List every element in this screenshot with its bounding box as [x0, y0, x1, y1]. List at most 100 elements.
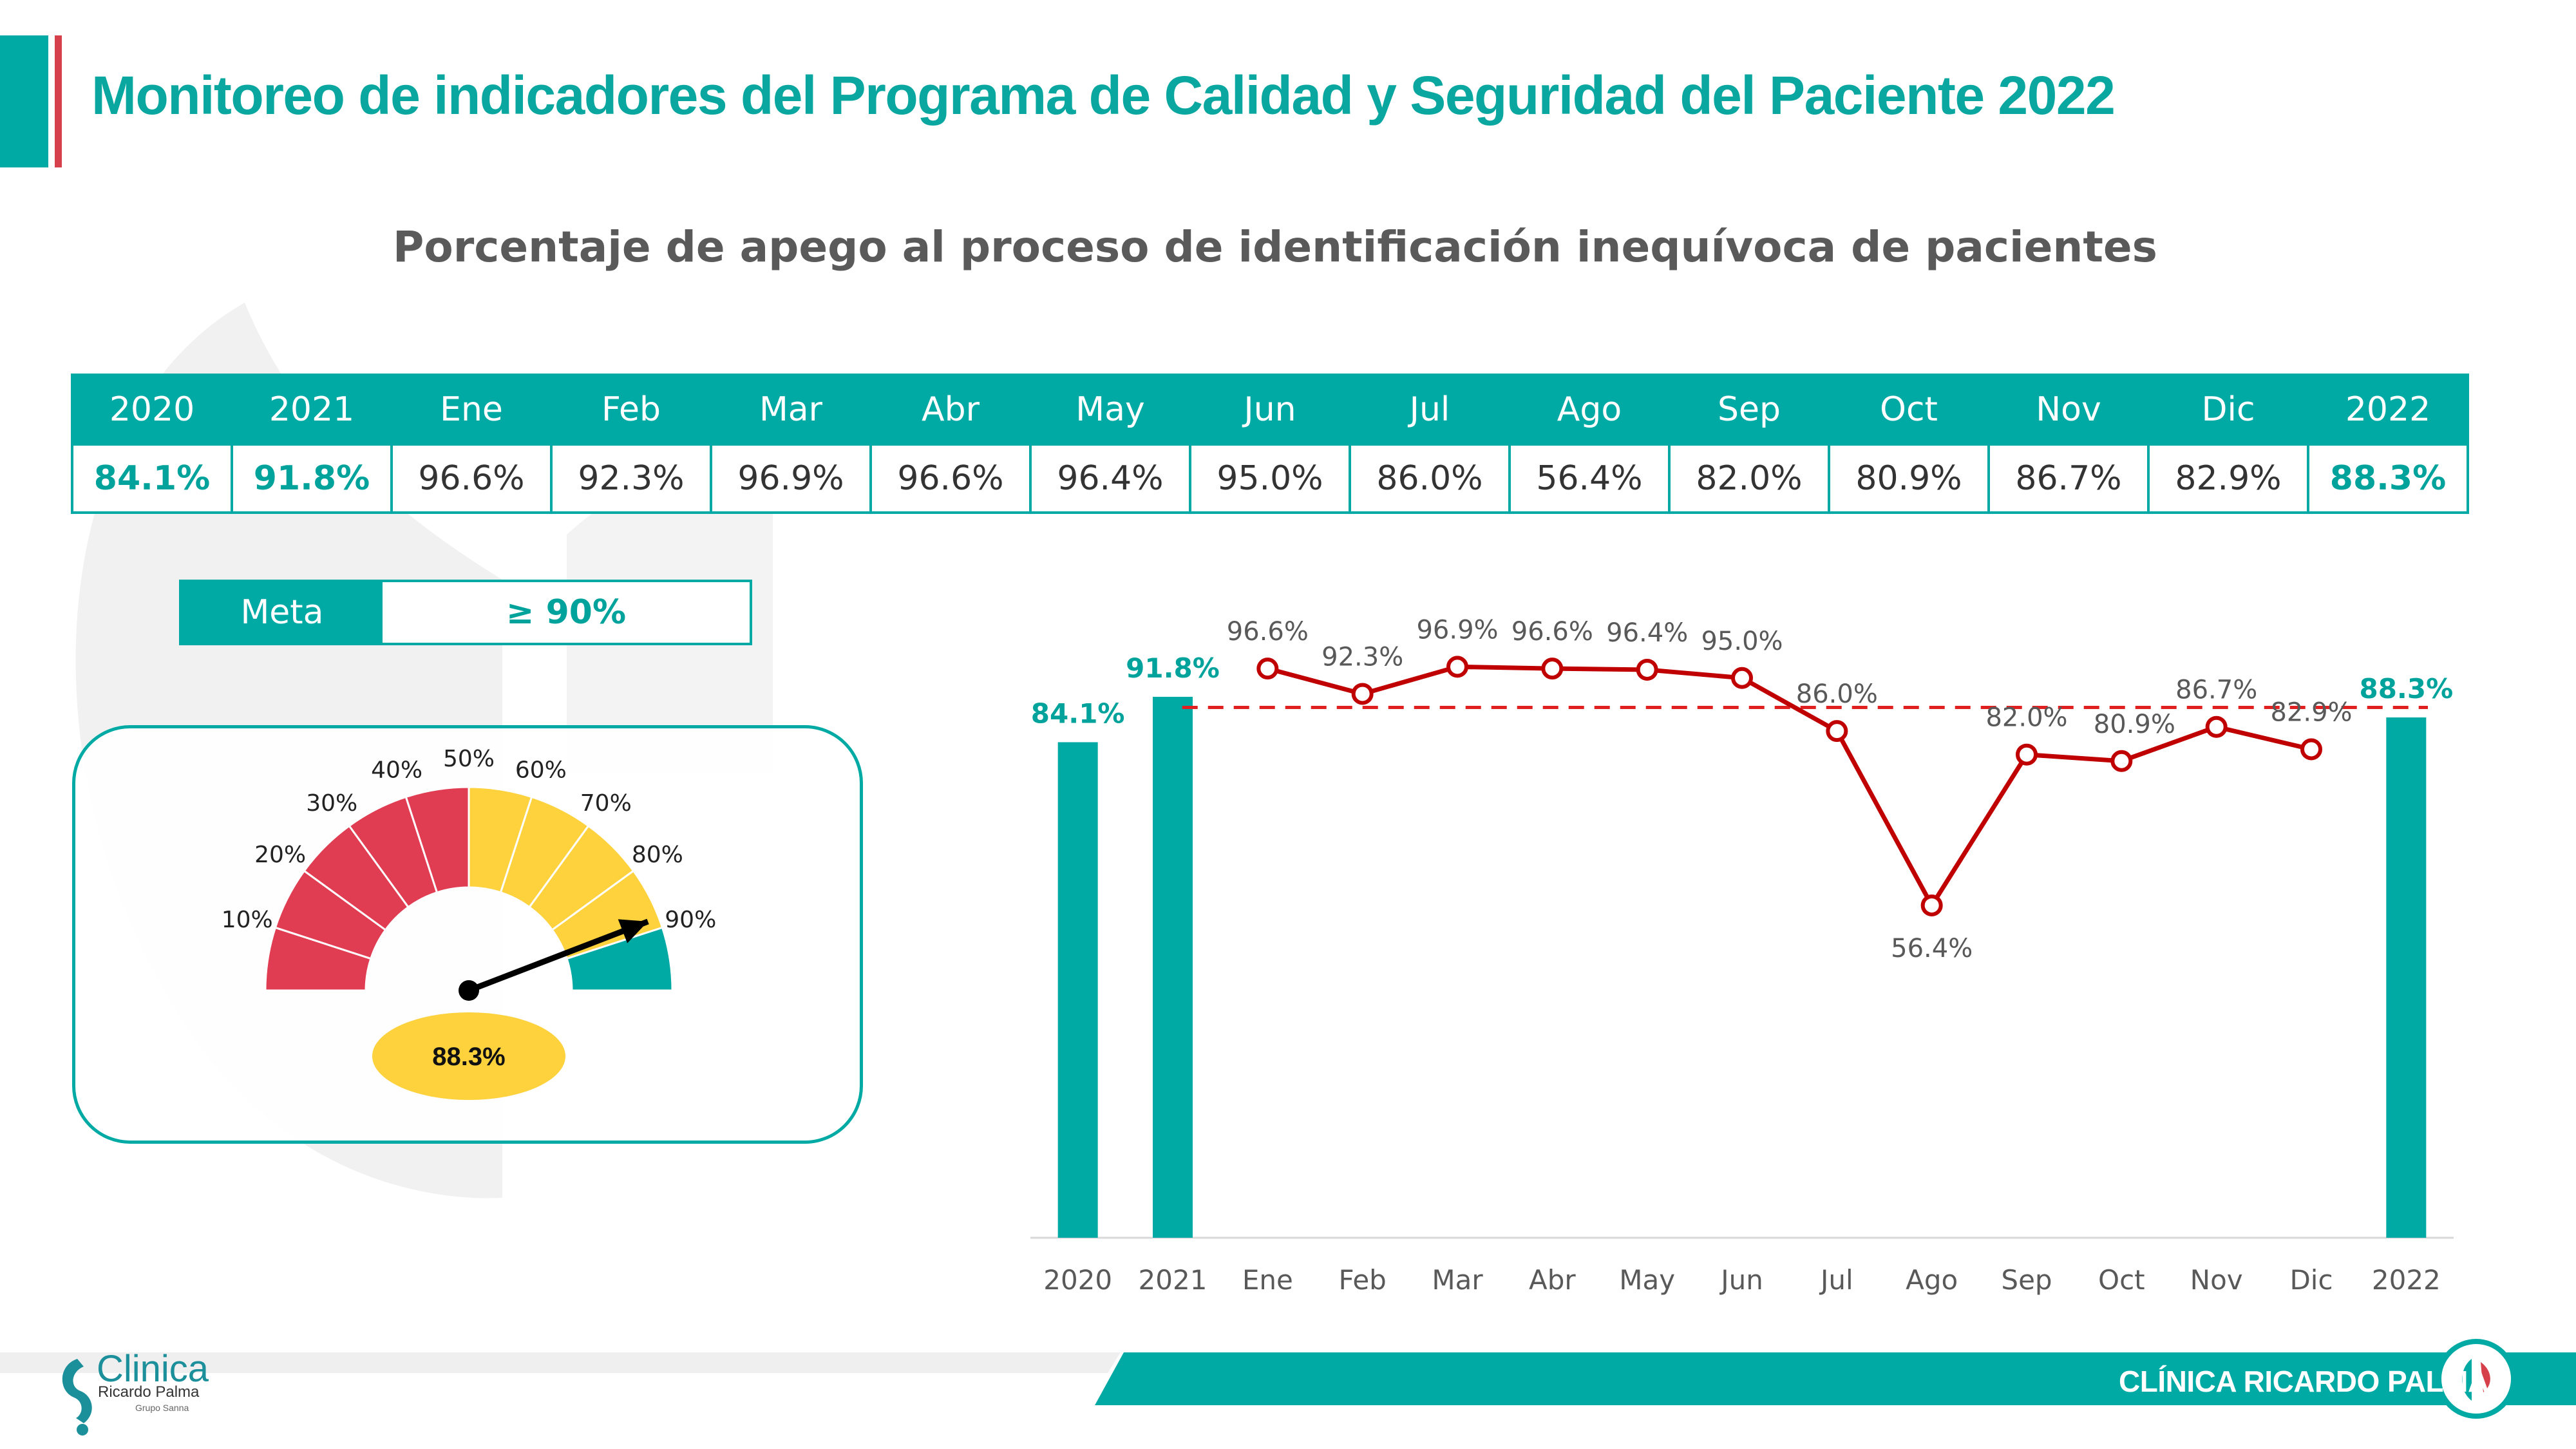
- gauge-tick-label: 50%: [443, 746, 495, 772]
- x-tick-label: Oct: [2098, 1264, 2145, 1296]
- table-value-cell: 96.9%: [710, 444, 872, 514]
- line-point: [1541, 658, 1564, 680]
- table-value-cell: 96.6%: [869, 444, 1032, 514]
- line-point: [2110, 750, 2133, 772]
- trend-chart: 84.1%91.8% 88.3% 96.6% 92.3% 96.9% 96.6% 96.4%…: [1030, 615, 2454, 1296]
- table-header-cell: Nov: [1987, 374, 2150, 446]
- summary-header-row: 2020 2021 Ene Feb Mar Abr May Jun Jul Ago Sep Oct No…: [71, 374, 2469, 446]
- table-header-cell: Sep: [1668, 374, 1830, 446]
- summary-table: 2020 2021 Ene Feb Mar Abr May Jun Jul Ago Sep Oct No…: [71, 374, 2469, 514]
- line-data-label: 92.3%: [1321, 642, 1403, 672]
- table-header-cell: Dic: [2147, 374, 2309, 446]
- table-header-cell: 2021: [231, 374, 393, 446]
- table-header-cell: Mar: [710, 374, 872, 446]
- line-data-label: 96.9%: [1416, 615, 1498, 645]
- bar: [1153, 697, 1193, 1238]
- page-title: Monitoreo de indicadores del Programa de…: [91, 65, 2116, 126]
- table-value-cell: 95.0%: [1189, 444, 1351, 514]
- gauge-needle-arrowhead: [618, 919, 649, 943]
- table-value-cell: 80.9%: [1828, 444, 1990, 514]
- x-tick-label: Abr: [1529, 1264, 1576, 1296]
- table-header-cell: Abr: [869, 374, 1032, 446]
- line-data-label: 82.9%: [2270, 697, 2352, 727]
- line-point: [1920, 894, 1943, 916]
- line-data-label: 86.0%: [1796, 679, 1878, 709]
- line-data-label: 96.4%: [1606, 618, 1688, 648]
- chart-subtitle: Porcentaje de apego al proceso de identi…: [393, 222, 2157, 272]
- logo-icon: [62, 1359, 92, 1435]
- x-tick-label: Ago: [1906, 1264, 1958, 1296]
- bar: [1057, 742, 1098, 1238]
- header-accent-red: [55, 35, 62, 167]
- x-tick-label: Sep: [2001, 1264, 2052, 1296]
- x-tick-label: Jun: [1719, 1264, 1763, 1296]
- x-tick-label: May: [1619, 1264, 1675, 1296]
- line-data-label: 56.4%: [1891, 934, 1973, 963]
- line-data-label: 80.9%: [2094, 710, 2175, 739]
- gauge-tick-label: 20%: [254, 842, 306, 868]
- table-header-cell: Ago: [1508, 374, 1671, 446]
- line-point: [2016, 743, 2038, 766]
- table-value-cell: 88.3%: [2307, 444, 2469, 514]
- line-point: [1256, 658, 1279, 680]
- logo-text: Clinica: [97, 1348, 209, 1390]
- table-header-cell: Jun: [1189, 374, 1351, 446]
- gauge-tick-label: 10%: [222, 907, 273, 933]
- x-tick-label: Jul: [1819, 1264, 1853, 1296]
- table-value-cell: 92.3%: [550, 444, 712, 514]
- table-header-cell: 2020: [71, 374, 233, 446]
- summary-values-row: 84.1% 91.8% 96.6% 92.3% 96.9% 96.6% 96.4% 95.0%…: [71, 444, 2469, 514]
- gauge-chart: 10% 20%30% 40% 50% 60% 70%80% 90% 88.3%: [222, 746, 716, 1100]
- gauge-needle-hub: [459, 980, 479, 1001]
- x-tick-label: Dic: [2289, 1264, 2333, 1296]
- gauge-needle: [468, 918, 649, 994]
- logo-tagline: Grupo Sanna: [135, 1403, 189, 1413]
- table-value-cell: 96.4%: [1029, 444, 1191, 514]
- line-data-label: 96.6%: [1227, 617, 1309, 647]
- x-tick-label: Nov: [2190, 1264, 2243, 1296]
- table-value-cell: 82.0%: [1668, 444, 1830, 514]
- line-point: [2205, 715, 2228, 738]
- logo-subtext: Ricardo Palma: [98, 1383, 200, 1401]
- line-point: [1731, 667, 1753, 689]
- line-point: [1636, 658, 1658, 681]
- gauge-value-badge: [372, 1012, 565, 1100]
- table-value-cell: 56.4%: [1508, 444, 1671, 514]
- bar-data-label: 88.3%: [2359, 673, 2453, 705]
- gauge-segment: [565, 926, 674, 992]
- table-header-cell: Ene: [390, 374, 553, 446]
- gauge-value-label: 88.3%: [432, 1043, 505, 1071]
- footer-brand-name: CLÍNICA RICARDO PALMA: [2119, 1365, 2489, 1398]
- table-value-cell: 91.8%: [231, 444, 393, 514]
- table-value-cell: 96.6%: [390, 444, 553, 514]
- gauge-tick-label: 40%: [371, 757, 422, 784]
- x-tick-label: Mar: [1432, 1264, 1483, 1296]
- table-header-cell: May: [1029, 374, 1191, 446]
- table-value-cell: 84.1%: [71, 444, 233, 514]
- monthly-line: [1267, 664, 2312, 908]
- table-value-cell: 86.0%: [1349, 444, 1511, 514]
- line-point: [1826, 720, 1848, 743]
- line-point: [1446, 656, 1468, 678]
- line-point: [1351, 683, 1374, 705]
- target-value: ≥ 90%: [506, 593, 627, 632]
- x-tick-label: 2021: [1139, 1264, 1208, 1296]
- bar-data-label: 91.8%: [1126, 652, 1220, 684]
- x-tick-label: 2020: [1043, 1264, 1112, 1296]
- gauge-tick-label: 80%: [632, 842, 683, 868]
- x-tick-label: Feb: [1338, 1264, 1386, 1296]
- table-value-cell: 82.9%: [2147, 444, 2309, 514]
- line-data-label: 86.7%: [2175, 676, 2257, 705]
- footer-band: [0, 1339, 2576, 1435]
- brand-emblem-icon: [2436, 1339, 2516, 1419]
- x-tick-label: 2022: [2372, 1264, 2441, 1296]
- line-data-label: 96.6%: [1511, 617, 1593, 647]
- table-header-cell: Oct: [1828, 374, 1990, 446]
- line-data-label: 82.0%: [1985, 703, 2067, 733]
- table-header-cell: 2022: [2307, 374, 2469, 446]
- gauge-tick-label: 60%: [515, 757, 567, 784]
- target-box: Meta ≥ 90%: [179, 580, 752, 645]
- gauge-tick-label: 30%: [306, 790, 357, 817]
- bar: [2386, 717, 2427, 1238]
- x-tick-label: Ene: [1242, 1264, 1293, 1296]
